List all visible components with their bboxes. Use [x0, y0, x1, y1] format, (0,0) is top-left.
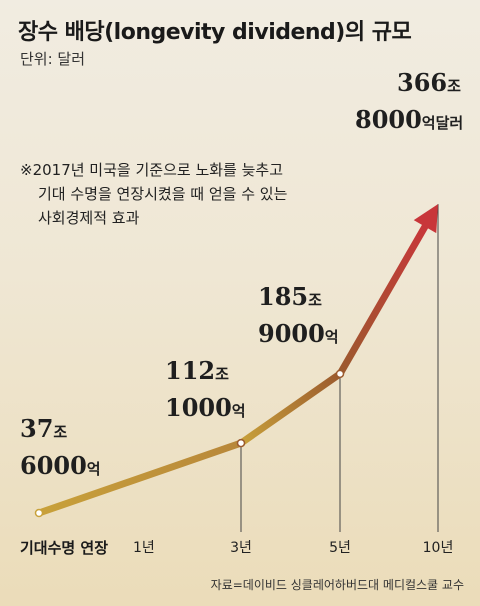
chart-title: 장수 배당(longevity dividend)의 규모: [18, 20, 412, 45]
x-tick-label-1: 1년: [133, 540, 155, 556]
data-label-1y-num2: 6000: [20, 451, 87, 480]
data-label-5y-num1: 185: [258, 282, 309, 311]
chart-note: ※2017년 미국을 기준으로 노화를 늦추고 기대 수명을 연장시켰을 때 얻…: [20, 158, 420, 230]
series-segment-1: [35, 439, 245, 517]
data-point-3: [335, 369, 345, 379]
data-label-1y-num1: 37: [20, 414, 54, 443]
unit-label: 단위: 달러: [20, 50, 86, 68]
x-axis-label: 기대수명 연장: [20, 539, 109, 557]
data-label-10y-unit2: 억달러: [421, 114, 464, 132]
data-label-3y-unit1: 조: [215, 365, 229, 383]
data-label-5y: 185조 9000억: [258, 280, 339, 354]
data-point-2: [236, 438, 246, 448]
series-arrowhead: [413, 204, 438, 234]
data-label-3y-num2: 1000: [165, 393, 232, 422]
data-label-5y-unit1: 조: [308, 291, 322, 309]
data-label-10y-num2: 8000: [355, 105, 422, 134]
data-label-1y-unit2: 억: [86, 460, 101, 478]
note-line-2: 기대 수명을 연장시켰을 때 얻을 수 있는: [38, 185, 288, 203]
note-line-3: 사회경제적 효과: [38, 209, 140, 227]
data-label-3y: 112조 1000억: [165, 354, 246, 428]
data-label-5y-num2: 9000: [258, 319, 325, 348]
note-line-1: ※2017년 미국을 기준으로 노화를 늦추고: [20, 161, 284, 179]
data-label-10y-unit1: 조: [447, 77, 461, 95]
data-label-3y-unit2: 억: [231, 402, 246, 420]
x-tick-label-2: 3년: [230, 540, 252, 556]
data-label-1y: 37조 6000억: [20, 412, 101, 486]
x-tick-label-3: 5년: [329, 540, 351, 556]
data-label-5y-unit2: 억: [324, 328, 339, 346]
source-credit: 자료=데이비드 싱클레어하버드대 메디컬스쿨 교수: [210, 578, 464, 592]
data-label-1y-unit1: 조: [53, 423, 68, 441]
data-label-10y-num1: 366: [397, 68, 448, 97]
data-label-3y-num1: 112: [165, 356, 216, 385]
data-label-10y: 366조 8000억달러: [355, 66, 463, 140]
series-segment-3: [336, 219, 431, 378]
series-segment-2: [237, 370, 344, 447]
data-point-1: [34, 508, 44, 518]
x-tick-label-4: 10년: [423, 540, 454, 556]
